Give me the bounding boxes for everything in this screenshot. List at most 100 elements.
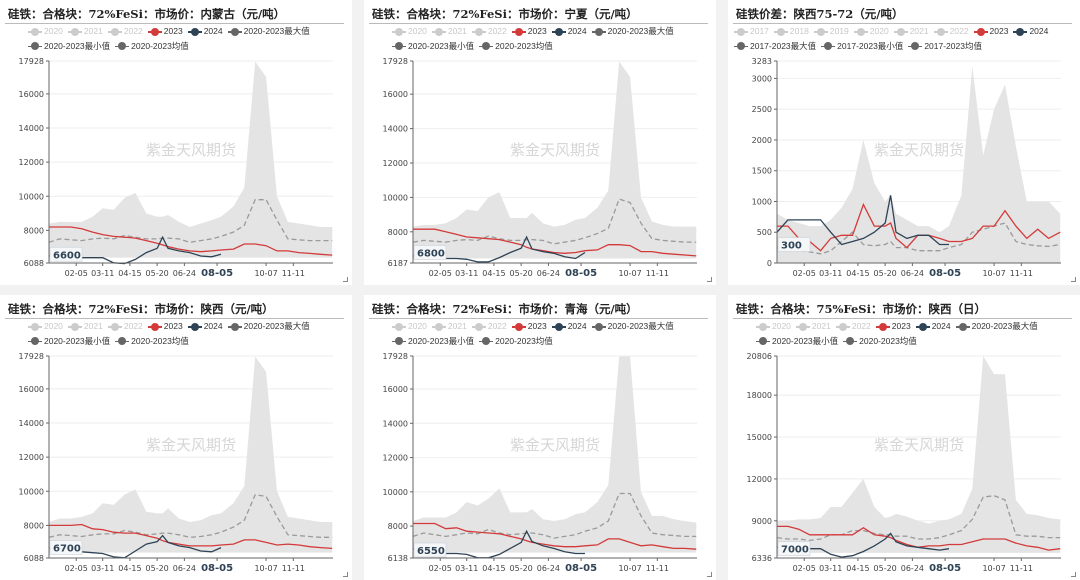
title-divider	[5, 23, 344, 24]
legend-item-2022[interactable]: 2022	[107, 25, 143, 38]
legend-item-2020-2023最大值[interactable]: 2020-2023最大值	[227, 320, 310, 333]
y-tick-label: 17928	[383, 57, 408, 66]
series-2023-line	[49, 226, 333, 256]
legend-item-2024[interactable]: 2024	[551, 25, 587, 38]
legend-item-2021[interactable]: 2021	[795, 320, 831, 333]
resize-handle[interactable]	[343, 277, 348, 282]
y-tick-label: 8000	[24, 521, 44, 530]
current-value-text: 6800	[417, 248, 445, 259]
x-tick-label: 05-20	[874, 564, 897, 573]
legend-item-2022[interactable]: 2022	[933, 25, 969, 38]
chart-title: 硅铁价差：陕西75-72（元/吨）	[736, 7, 904, 21]
legend-item-2020-2023最小值[interactable]: 2020-2023最小值	[392, 335, 474, 348]
series-2023-line	[413, 228, 697, 257]
legend-label: 2020-2023均值	[131, 335, 189, 346]
legend-item-2023[interactable]: 2023	[511, 320, 547, 333]
chart-title: 硅铁：合格块：72%FeSi：市场价：陕西（元/吨）	[8, 302, 274, 316]
legend-label: 2020	[44, 26, 63, 36]
legend-item-2021[interactable]: 2021	[67, 25, 103, 38]
chart-legend: 2020 2021 2022 2023 2024 2020-2023最大值 2020-202…	[28, 25, 346, 54]
legend-item-2024[interactable]: 2024	[915, 320, 951, 333]
legend-item-2020-2023最小值[interactable]: 2020-2023最小值	[756, 335, 838, 348]
legend-item-2018[interactable]: 2018	[773, 25, 809, 38]
current-value-text: 6600	[53, 250, 81, 261]
legend-item-2020[interactable]: 2020	[392, 320, 427, 333]
legend-item-2020-2023均值[interactable]: 2020-2023均值	[479, 40, 553, 53]
legend-item-2021[interactable]: 2021	[431, 25, 467, 38]
chart-plot: 紫金天风期货 6187 8000 10000 12000 14000 16000 17928 0…	[383, 57, 697, 279]
x-tick-label: 02-05	[65, 269, 88, 278]
current-value-bg	[49, 246, 83, 262]
legend-label: 2022	[123, 26, 143, 36]
resize-handle[interactable]	[1071, 277, 1076, 282]
legend-item-2020[interactable]: 2020	[28, 25, 63, 38]
max-min-band	[413, 356, 697, 553]
legend-item-2022[interactable]: 2022	[471, 320, 507, 333]
y-tick-label: 18000	[747, 391, 772, 400]
max-min-band	[49, 61, 333, 258]
legend-item-2022[interactable]: 2022	[471, 25, 507, 38]
legend-item-2024[interactable]: 2024	[1013, 25, 1048, 38]
legend-item-2020[interactable]: 2020	[28, 320, 63, 333]
legend-item-2017-2023最小值[interactable]: 2017-2023最小值	[821, 40, 903, 53]
legend-item-2017-2023最大值[interactable]: 2017-2023最大值	[734, 40, 816, 53]
legend-marker-icon	[28, 27, 42, 36]
legend-marker-icon	[893, 27, 908, 36]
legend-marker-icon	[28, 42, 42, 50]
legend-item-2023[interactable]: 2023	[147, 320, 183, 333]
legend-item-2017[interactable]: 2017	[734, 25, 769, 38]
legend-marker-icon	[908, 42, 923, 50]
legend-item-2023[interactable]: 2023	[147, 25, 183, 38]
legend-item-2020-2023最小值[interactable]: 2020-2023最小值	[28, 40, 110, 53]
legend-item-2020-2023均值[interactable]: 2020-2023均值	[115, 40, 189, 53]
legend-marker-icon	[875, 322, 890, 331]
legend-item-2024[interactable]: 2024	[551, 320, 587, 333]
legend-item-2020-2023均值[interactable]: 2020-2023均值	[115, 335, 189, 348]
legend-item-2020-2023最大值[interactable]: 2020-2023最大值	[591, 25, 674, 38]
legend-label: 2019	[829, 26, 849, 36]
resize-handle[interactable]	[1071, 572, 1076, 577]
legend-item-2023[interactable]: 2023	[511, 25, 547, 38]
legend-item-2020-2023均值[interactable]: 2020-2023均值	[843, 335, 917, 348]
series-average-line	[412, 198, 697, 245]
legend-item-2023[interactable]: 2023	[973, 25, 1008, 38]
legend-item-2020[interactable]: 2020	[756, 320, 791, 333]
legend-item-2021[interactable]: 2021	[431, 320, 467, 333]
legend-item-2021[interactable]: 2021	[893, 25, 929, 38]
legend-marker-icon	[955, 322, 970, 331]
legend-item-2022[interactable]: 2022	[835, 320, 871, 333]
legend-item-2019[interactable]: 2019	[813, 25, 849, 38]
legend-item-2024[interactable]: 2024	[187, 320, 223, 333]
y-tick-label: 16000	[19, 90, 44, 99]
legend-label: 2020	[44, 321, 63, 331]
legend-item-2020-2023最大值[interactable]: 2020-2023最大值	[591, 320, 674, 333]
legend-item-2023[interactable]: 2023	[875, 320, 911, 333]
legend-item-2020[interactable]: 2020	[853, 25, 889, 38]
legend-item-2022[interactable]: 2022	[107, 320, 143, 333]
legend-marker-icon	[773, 27, 788, 36]
legend-label: 2020	[408, 321, 427, 331]
legend-item-2020-2023最小值[interactable]: 2020-2023最小值	[392, 40, 474, 53]
current-value-label: 6700	[49, 540, 83, 555]
y-tick-label: 0	[767, 259, 772, 268]
legend-item-2020-2023最大值[interactable]: 2020-2023最大值	[955, 320, 1038, 333]
legend-item-2021[interactable]: 2021	[67, 320, 103, 333]
y-tick-label: 12000	[19, 158, 44, 167]
legend-label: 2020-2023最大值	[243, 321, 310, 331]
legend-item-2017-2023均值[interactable]: 2017-2023均值	[908, 40, 982, 53]
x-tick-label: 11-11	[1010, 269, 1033, 278]
resize-handle[interactable]	[707, 572, 712, 577]
legend-item-2020-2023最大值[interactable]: 2020-2023最大值	[227, 25, 310, 38]
chart-legend: 2020 2021 2022 2023 2024 2020-2023最大值 2020-202…	[28, 320, 346, 349]
legend-item-2020-2023均值[interactable]: 2020-2023均值	[479, 335, 553, 348]
x-tick-label: 03-11	[455, 564, 478, 573]
legend-item-2020-2023最小值[interactable]: 2020-2023最小值	[28, 335, 110, 348]
legend-item-2020[interactable]: 2020	[392, 25, 427, 38]
current-value-bg	[413, 245, 447, 260]
legend-marker-icon	[227, 27, 242, 36]
legend-item-2024[interactable]: 2024	[187, 25, 223, 38]
resize-handle[interactable]	[707, 277, 712, 282]
x-tick-label: 11-11	[646, 269, 669, 278]
legend-label: 2020-2023最小值	[44, 335, 111, 346]
resize-handle[interactable]	[343, 572, 348, 577]
